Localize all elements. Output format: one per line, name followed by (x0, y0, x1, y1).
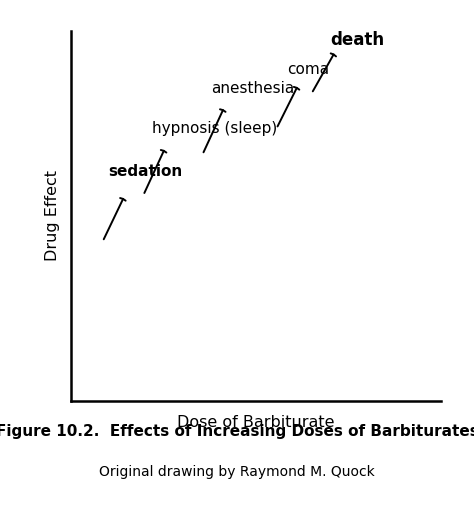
X-axis label: Dose of Barbiturate: Dose of Barbiturate (177, 415, 335, 430)
Text: coma: coma (287, 62, 329, 77)
Text: anesthesia: anesthesia (211, 81, 295, 96)
Text: Figure 10.2.  Effects of Increasing Doses of Barbiturates: Figure 10.2. Effects of Increasing Doses… (0, 424, 474, 439)
Text: death: death (330, 31, 384, 49)
Text: sedation: sedation (108, 164, 182, 179)
Y-axis label: Drug Effect: Drug Effect (45, 170, 60, 262)
Text: Original drawing by Raymond M. Quock: Original drawing by Raymond M. Quock (99, 465, 375, 479)
Text: hypnosis (sleep): hypnosis (sleep) (153, 121, 278, 136)
